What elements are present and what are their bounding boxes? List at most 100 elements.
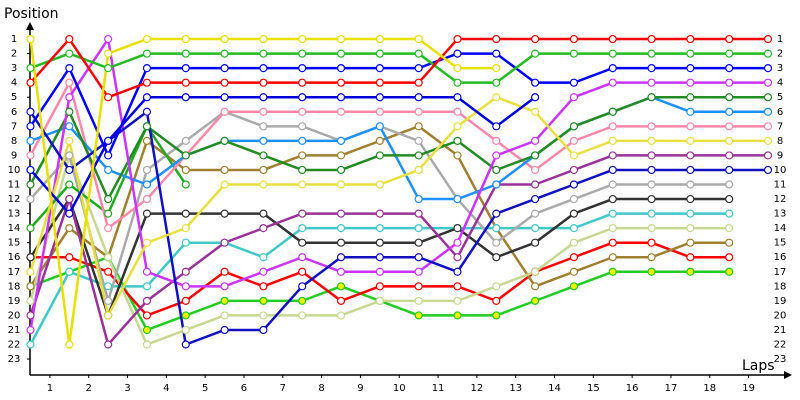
point (569, 165, 579, 175)
point (686, 165, 695, 175)
point (608, 78, 617, 87)
point (686, 180, 695, 189)
point (569, 194, 579, 204)
point (531, 78, 540, 87)
point (259, 282, 268, 291)
y-tick-label-right: 21 (774, 325, 787, 336)
point (569, 238, 579, 247)
point (181, 93, 190, 102)
point (569, 136, 579, 145)
point (492, 136, 501, 145)
point (608, 267, 617, 276)
point (453, 253, 462, 262)
point (686, 267, 695, 276)
point (259, 34, 268, 44)
point (298, 311, 307, 320)
y-tick-label: 20 (8, 310, 21, 321)
point (259, 151, 268, 160)
point (181, 34, 190, 44)
point (336, 282, 346, 291)
point (142, 64, 152, 73)
point (142, 49, 152, 58)
y-tick-label: 14 (8, 223, 21, 234)
point (142, 340, 152, 349)
point (492, 238, 501, 247)
point (26, 165, 35, 175)
point (492, 78, 501, 87)
point (181, 224, 190, 233)
point (569, 78, 579, 87)
point (453, 238, 462, 247)
point (414, 34, 423, 44)
point (259, 180, 268, 189)
point (142, 194, 152, 204)
point (414, 296, 423, 305)
point (569, 224, 579, 233)
x-tick-label: 2 (86, 383, 92, 394)
point (492, 151, 501, 160)
point (763, 122, 773, 131)
point (531, 267, 540, 276)
point (26, 282, 35, 291)
series-line (29, 37, 768, 331)
point (142, 180, 152, 189)
point (531, 296, 540, 305)
point (375, 107, 384, 116)
point (763, 151, 773, 160)
point (220, 180, 229, 189)
y-tick-label: 21 (8, 325, 21, 336)
y-tick-label: 3 (11, 63, 17, 74)
point (414, 194, 423, 204)
point (298, 165, 307, 175)
point (375, 180, 384, 189)
point (375, 122, 384, 131)
point (453, 122, 462, 131)
point (492, 224, 501, 233)
point (259, 209, 268, 218)
point (414, 136, 423, 145)
y-tick-label-right: 11 (774, 180, 787, 191)
point (26, 136, 35, 145)
point (531, 34, 540, 44)
point (686, 194, 695, 204)
point (220, 282, 229, 291)
point (298, 78, 307, 87)
point (336, 180, 346, 189)
point (142, 122, 152, 131)
point (492, 311, 501, 320)
point (686, 122, 695, 131)
point (104, 296, 113, 305)
point (414, 151, 423, 160)
point (569, 49, 579, 58)
y-tick-label: 12 (8, 194, 21, 205)
point (375, 209, 384, 218)
point (647, 64, 656, 73)
point (220, 296, 229, 305)
point (181, 340, 190, 349)
point (375, 93, 384, 102)
point (142, 34, 152, 44)
point (686, 136, 695, 145)
y-tick-label-right: 16 (774, 252, 787, 263)
point (686, 209, 695, 218)
x-axis-arrow (784, 371, 792, 379)
x-tick-label: 6 (241, 383, 247, 394)
point (492, 34, 501, 44)
y-tick-label: 13 (8, 209, 21, 220)
point (647, 238, 656, 247)
y-tick-label-right: 22 (774, 340, 787, 351)
point (26, 151, 35, 160)
y-tick-label-right: 18 (774, 281, 787, 292)
point (104, 93, 113, 102)
point (220, 107, 229, 116)
point (686, 93, 695, 102)
series-line (30, 52, 768, 84)
y-tick-label: 19 (8, 296, 21, 307)
point (298, 93, 307, 102)
point (763, 165, 773, 175)
point (336, 78, 346, 87)
point (104, 253, 113, 262)
point (569, 34, 579, 44)
point (336, 165, 346, 175)
point (65, 267, 74, 276)
